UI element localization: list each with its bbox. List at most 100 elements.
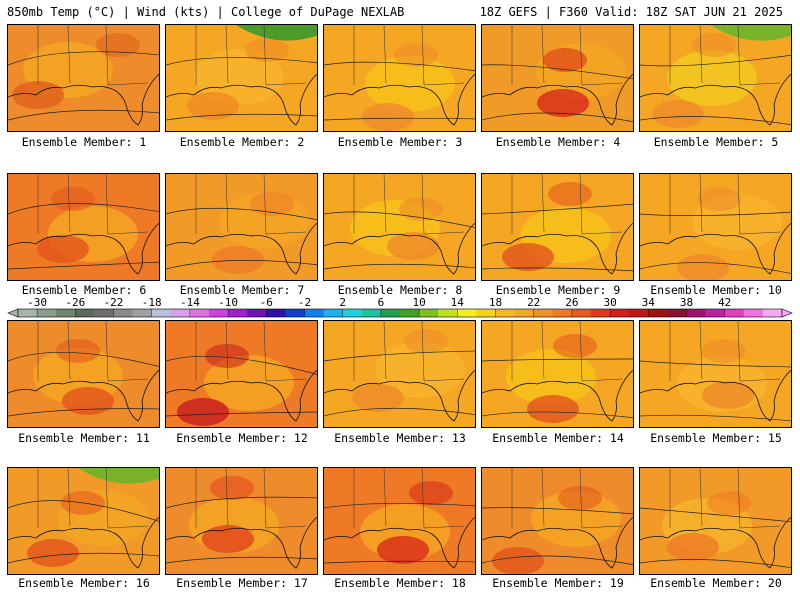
colorbar-tick-label: 22 bbox=[527, 296, 540, 309]
colorbar-swatch bbox=[266, 309, 286, 317]
ensemble-member-label: Ensemble Member: 12 bbox=[176, 431, 308, 445]
colorbar-tick-label: 30 bbox=[603, 296, 616, 309]
ensemble-member-label: Ensemble Member: 18 bbox=[334, 576, 466, 590]
temperature-colorbar: -30 -26 -22 -18 -14 -10 -6 -2 2 6 10 14 18 22 26 30 34 38… bbox=[7, 296, 793, 318]
colorbar-swatch bbox=[552, 309, 573, 317]
colorbar-swatch bbox=[686, 309, 706, 317]
colorbar-swatch bbox=[304, 309, 324, 317]
colorbar-swatch bbox=[170, 309, 191, 317]
ensemble-member-label: Ensemble Member: 17 bbox=[176, 576, 308, 590]
ensemble-member-map bbox=[7, 467, 160, 575]
model-run-info: 18Z GEFS | F360 Valid: 18Z SAT JUN 21 20… bbox=[479, 5, 783, 19]
colorbar-tick-label: 10 bbox=[412, 296, 425, 309]
colorbar-swatch bbox=[132, 309, 152, 317]
temperature-map bbox=[8, 174, 159, 280]
colorbar-swatch bbox=[610, 309, 630, 317]
temperature-map bbox=[324, 468, 475, 574]
ensemble-member-label: Ensemble Member: 20 bbox=[650, 576, 782, 590]
colorbar-swatch bbox=[113, 309, 133, 317]
coastline bbox=[324, 222, 475, 275]
coastline bbox=[640, 516, 791, 569]
ensemble-member-map bbox=[639, 467, 792, 575]
ensemble-member-label: Ensemble Member: 14 bbox=[492, 431, 624, 445]
colorbar-tick-label: 38 bbox=[680, 296, 693, 309]
ensemble-member-map bbox=[481, 173, 634, 281]
coastline bbox=[166, 369, 317, 422]
colorbar-swatch bbox=[667, 309, 687, 317]
colorbar-tick-label: 34 bbox=[642, 296, 656, 309]
colorbar-swatch bbox=[247, 309, 267, 317]
colorbar-tick-label: 14 bbox=[451, 296, 465, 309]
colorbar-swatch bbox=[18, 309, 38, 317]
colorbar-tick-label: -2 bbox=[298, 296, 311, 309]
ensemble-member-map bbox=[481, 467, 634, 575]
temperature-map bbox=[482, 321, 633, 427]
colorbar-swatch bbox=[285, 309, 305, 317]
coastline bbox=[482, 369, 633, 422]
temperature-map bbox=[640, 321, 791, 427]
colorbar-swatch bbox=[648, 309, 668, 317]
colorbar-swatch bbox=[151, 309, 172, 317]
colorbar-swatch bbox=[591, 309, 611, 317]
ensemble-member-map bbox=[323, 320, 476, 428]
coastline bbox=[324, 369, 475, 422]
ensemble-member-label: Ensemble Member: 2 bbox=[179, 135, 305, 149]
ensemble-member-map bbox=[639, 320, 792, 428]
ensemble-member-map bbox=[639, 24, 792, 132]
colorbar-swatch bbox=[724, 309, 745, 317]
temperature-map bbox=[166, 468, 317, 574]
colorbar-tick-label: 26 bbox=[565, 296, 578, 309]
ensemble-member-map bbox=[481, 24, 634, 132]
colorbar-tick-label: 6 bbox=[378, 296, 385, 309]
ensemble-member-map bbox=[639, 173, 792, 281]
coastline bbox=[324, 516, 475, 569]
colorbar-swatch bbox=[571, 309, 592, 317]
coastline bbox=[482, 73, 633, 126]
ensemble-member-label: Ensemble Member: 3 bbox=[337, 135, 463, 149]
coastline bbox=[8, 516, 159, 569]
ensemble-member-map bbox=[165, 24, 318, 132]
colorbar-swatch bbox=[361, 309, 382, 317]
colorbar-swatch bbox=[419, 309, 439, 317]
temperature-map bbox=[324, 321, 475, 427]
colorbar-swatch bbox=[323, 309, 343, 317]
coastline bbox=[166, 516, 317, 569]
ensemble-member-map bbox=[165, 467, 318, 575]
coastline bbox=[640, 222, 791, 275]
ensemble-member-label: Ensemble Member: 11 bbox=[18, 431, 150, 445]
temperature-map bbox=[640, 468, 791, 574]
colorbar-swatch bbox=[629, 309, 649, 317]
temperature-map bbox=[324, 174, 475, 280]
ensemble-member-map bbox=[7, 173, 160, 281]
temperature-map bbox=[482, 468, 633, 574]
ensemble-member-map bbox=[165, 320, 318, 428]
temperature-map bbox=[482, 174, 633, 280]
colorbar-swatch bbox=[533, 309, 554, 317]
colorbar-tick-label: -30 bbox=[27, 296, 47, 309]
coastline bbox=[8, 73, 159, 126]
colorbar-swatch bbox=[189, 309, 210, 317]
ensemble-member-label: Ensemble Member: 9 bbox=[495, 283, 621, 297]
colorbar-swatch bbox=[342, 309, 363, 317]
colorbar-tick-label: -22 bbox=[104, 296, 124, 309]
ensemble-member-label: Ensemble Member: 4 bbox=[495, 135, 621, 149]
ensemble-member-label: Ensemble Member: 8 bbox=[337, 283, 463, 297]
colorbar-swatch bbox=[75, 309, 95, 317]
colorbar-tick-label: -10 bbox=[218, 296, 238, 309]
ensemble-member-map bbox=[323, 173, 476, 281]
colorbar-swatch bbox=[94, 309, 114, 317]
temperature-map bbox=[8, 468, 159, 574]
colorbar-swatch bbox=[56, 309, 76, 317]
coastline bbox=[166, 73, 317, 126]
temperature-map bbox=[8, 25, 159, 131]
colorbar-swatch bbox=[705, 309, 725, 317]
colorbar-tick-label: -26 bbox=[65, 296, 85, 309]
colorbar-tick-label: 18 bbox=[489, 296, 502, 309]
colorbar-tick-label: 2 bbox=[339, 296, 346, 309]
colorbar-swatch bbox=[743, 309, 764, 317]
ensemble-member-label: Ensemble Member: 16 bbox=[18, 576, 150, 590]
temperature-map bbox=[166, 321, 317, 427]
colorbar-tick-label: -6 bbox=[260, 296, 273, 309]
ensemble-member-map bbox=[7, 320, 160, 428]
colorbar-swatch bbox=[37, 309, 57, 317]
